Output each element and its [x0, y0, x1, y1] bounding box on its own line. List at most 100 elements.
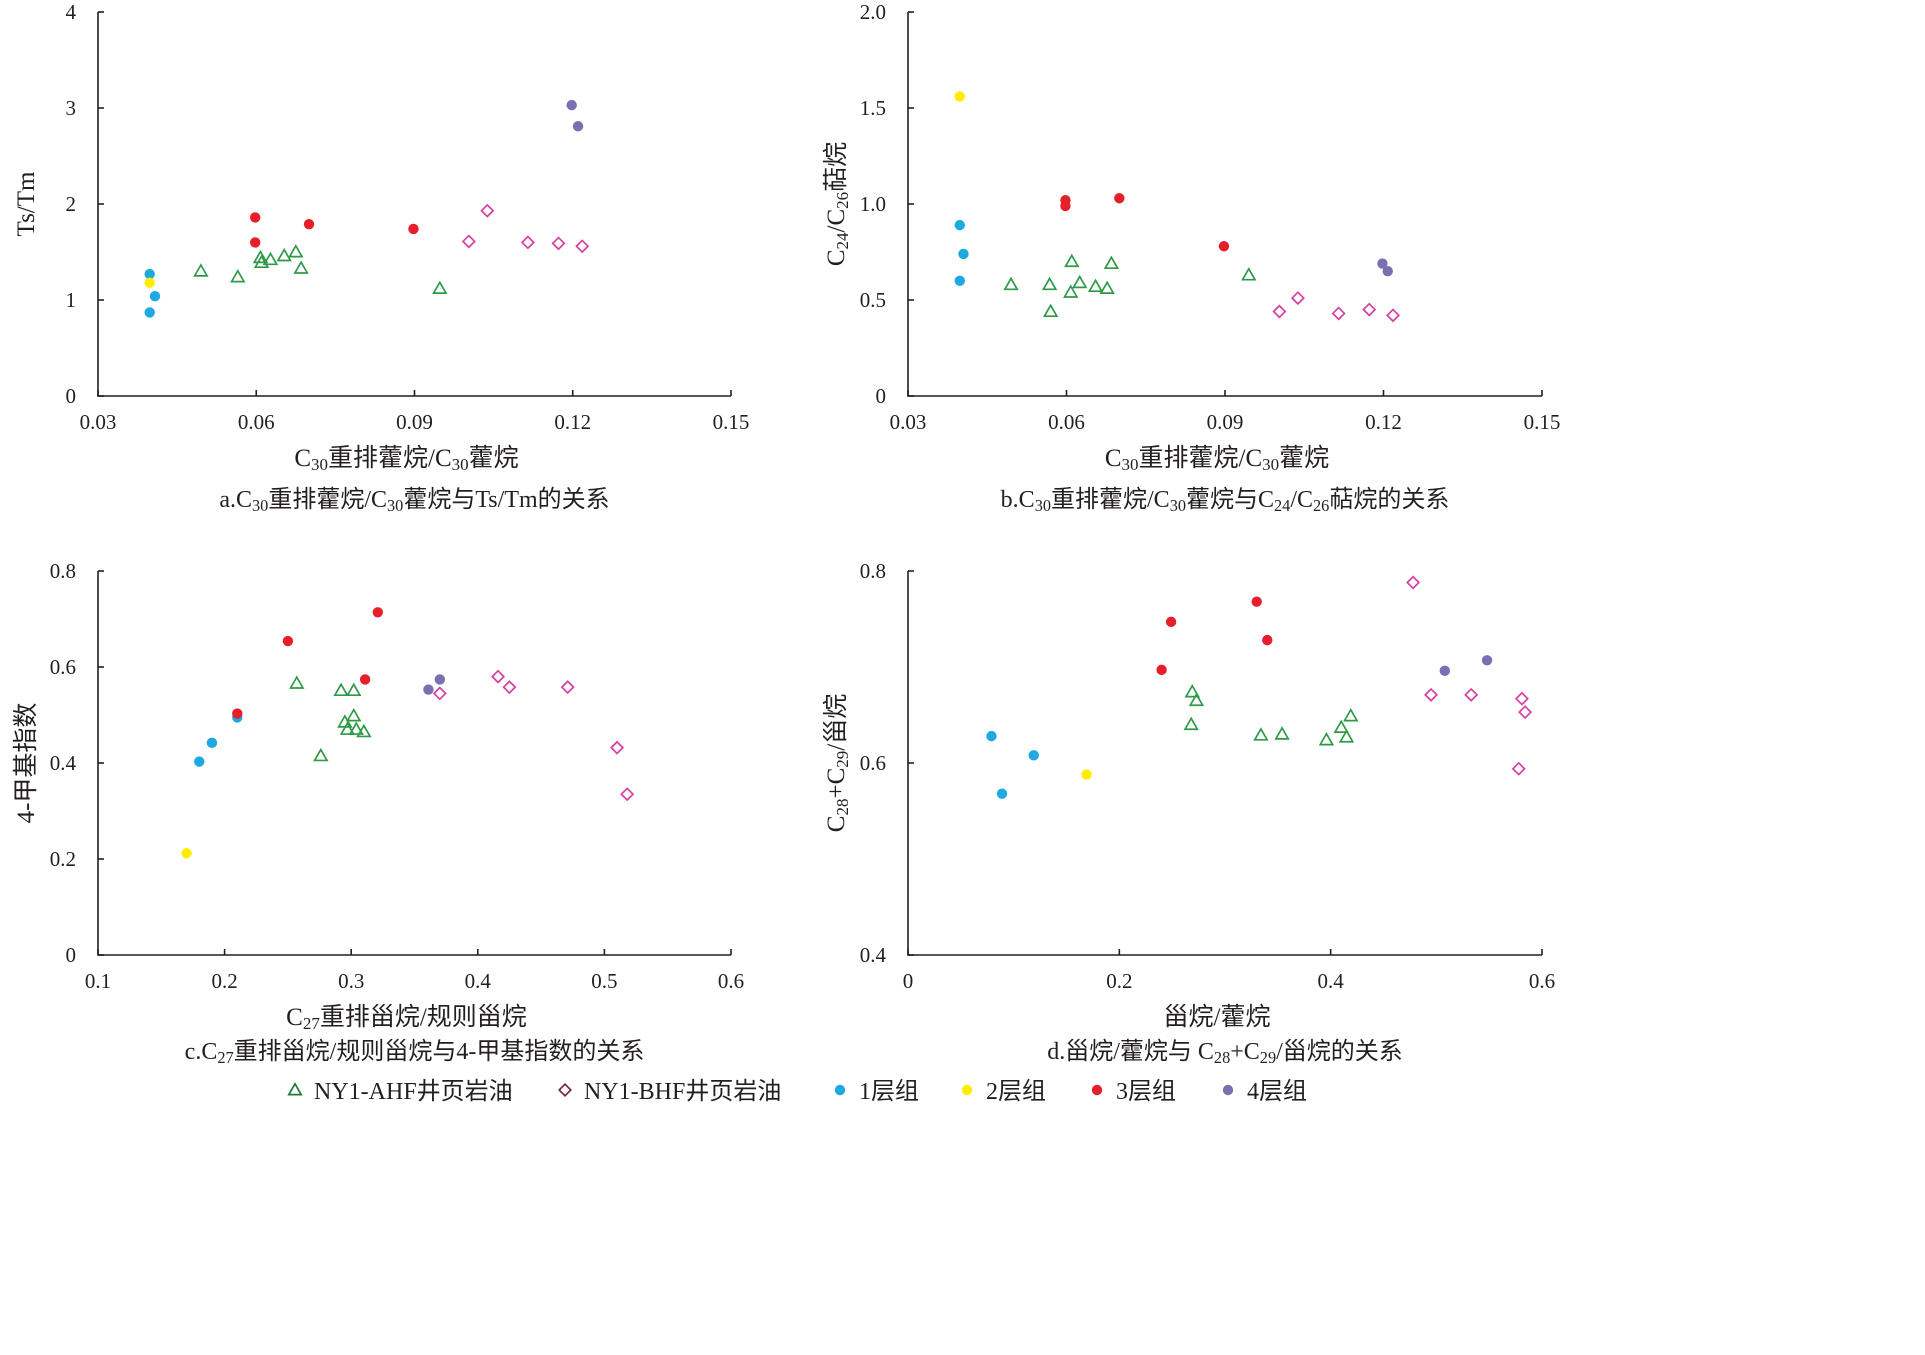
series-l3: [232, 607, 383, 719]
axis-lines: [97, 571, 731, 956]
data-point-l1: [1028, 750, 1039, 761]
x-axis-label-part: 27: [303, 1014, 321, 1033]
chart-caption-part: 24: [1274, 496, 1290, 515]
data-point-ahf: [1188, 692, 1205, 707]
y-tick-label: 0.4: [860, 943, 887, 967]
data-point-ahf: [1343, 708, 1359, 722]
legend-label-bhf: NY1-BHF井页岩油: [584, 1078, 781, 1105]
series-bhf: [1406, 575, 1533, 776]
chart-panel-d: 0 0.2 0.4 0.60.40.60.8甾烷/藿烷C28+C29/甾烷d.甾烷/藿…: [822, 559, 1555, 1067]
data-point-ahf: [252, 249, 269, 264]
data-point-l4: [1481, 655, 1493, 666]
chart-caption-part: 30: [1170, 496, 1186, 515]
chart-panel-b: 0.03 0.06 0.09 0.12 0.1500.51.01.52.0C30重排藿烷…: [822, 0, 1560, 515]
series-l2: [1081, 769, 1092, 780]
data-point-bhf: [1272, 304, 1287, 319]
data-point-bhf: [1362, 302, 1377, 317]
data-point-ahf: [1184, 684, 1200, 698]
legend-label-l3: 3层组: [1116, 1078, 1176, 1105]
series-ahf: [289, 675, 372, 762]
data-point-l3: [249, 237, 261, 248]
series-ahf: [1003, 253, 1257, 318]
data-point-ahf: [1274, 726, 1290, 740]
data-point-ahf: [1072, 274, 1088, 289]
x-tick-label: 0.12: [554, 410, 591, 434]
data-point-ahf: [1241, 267, 1257, 281]
chart-caption-part: 30: [387, 496, 403, 515]
series-l1: [986, 730, 1039, 799]
data-point-ahf: [1087, 278, 1104, 293]
data-point-ahf: [339, 721, 356, 735]
y-tick-label: 1.5: [860, 96, 886, 120]
data-point-ahf: [1063, 284, 1079, 298]
data-point-l3: [1114, 193, 1125, 204]
data-point-ahf: [356, 723, 372, 738]
x-axis-label-part: 30: [452, 455, 469, 474]
chart-caption-part: /C: [1290, 487, 1313, 513]
axis-lines: [907, 12, 1542, 397]
chart-caption-part: 藿烷与C: [1186, 486, 1274, 513]
data-point-l3: [282, 635, 294, 647]
chart-panel-c: 0.1 0.2 0.3 0.4 0.5 0.600.20.40.60.8C27重排甾烷/规…: [12, 559, 744, 1067]
chart-caption-part: 30: [1035, 496, 1051, 515]
data-point-ahf: [288, 244, 304, 258]
y-axis-label-part: /C: [823, 209, 850, 233]
y-tick-label: 2: [66, 192, 77, 216]
series-l3: [1156, 596, 1273, 676]
chart-caption-part: /甾烷的关系: [1276, 1038, 1403, 1065]
series-ahf: [193, 244, 448, 294]
series-l4: [423, 674, 446, 695]
series-l2: [181, 848, 192, 859]
x-tick-label: 0.06: [238, 410, 275, 434]
data-point-l3: [1165, 616, 1177, 628]
data-point-l1: [954, 219, 965, 231]
series-bhf: [1272, 291, 1401, 323]
chart-caption-part: b.C: [1001, 487, 1035, 513]
y-tick-label: 0.2: [50, 847, 76, 871]
data-point-l3: [408, 223, 419, 235]
x-tick-label: 0: [903, 969, 914, 993]
y-tick-label: 2.0: [860, 0, 886, 24]
data-point-l1: [954, 275, 965, 286]
y-axis-label-part: Ts/Tm: [13, 171, 40, 236]
x-tick-label: 0.4: [465, 969, 492, 993]
x-axis-label-part: 重排藿烷/C: [328, 444, 452, 472]
data-point-bhf: [1406, 575, 1421, 590]
data-point-ahf: [346, 682, 362, 697]
series-bhf: [432, 669, 635, 802]
x-tick-label: 0.6: [1529, 969, 1555, 993]
x-axis-label: 甾烷/藿烷: [1164, 1003, 1271, 1031]
chart-caption-part: 27: [217, 1048, 233, 1067]
y-tick-label: 4: [66, 0, 77, 24]
y-axis-label: 4-甲基指数: [12, 703, 40, 824]
x-axis-label-part: C: [294, 445, 311, 472]
data-point-l3: [1218, 241, 1230, 252]
data-point-ahf: [1099, 280, 1115, 294]
x-tick-label: 0.2: [211, 969, 237, 993]
data-point-ahf: [1333, 719, 1349, 733]
y-tick-label: 0: [66, 384, 77, 408]
y-axis-label: Ts/Tm: [13, 171, 40, 236]
data-point-l1: [144, 268, 155, 280]
x-tick-label: 0.09: [396, 410, 433, 434]
data-point-ahf: [313, 747, 329, 762]
data-point-l4: [1439, 665, 1450, 677]
chart-caption: c.C27重排甾烷/规则甾烷与4-甲基指数的关系: [185, 1038, 645, 1067]
data-point-bhf: [560, 680, 575, 695]
data-point-l3: [1156, 664, 1167, 676]
y-tick-label: 0.6: [50, 655, 76, 679]
data-point-bhf: [520, 235, 535, 250]
y-axis-label-part: C: [823, 249, 850, 266]
data-point-bhf: [1518, 705, 1533, 720]
legend: NY1-AHF井页岩油 NY1-BHF井页岩油 1层组 2层组 3层组 4层组: [287, 1078, 1307, 1105]
legend-marker-l1: [834, 1084, 846, 1096]
y-axis-label-part: C: [823, 816, 850, 833]
data-point-l3: [359, 674, 371, 685]
data-point-ahf: [276, 247, 292, 262]
data-point-ahf: [333, 682, 349, 697]
data-point-ahf: [289, 675, 305, 689]
series-bhf: [461, 203, 590, 254]
data-point-ahf: [346, 708, 362, 722]
y-tick-label: 3: [66, 96, 77, 120]
legend-marker-l2: [961, 1084, 973, 1096]
